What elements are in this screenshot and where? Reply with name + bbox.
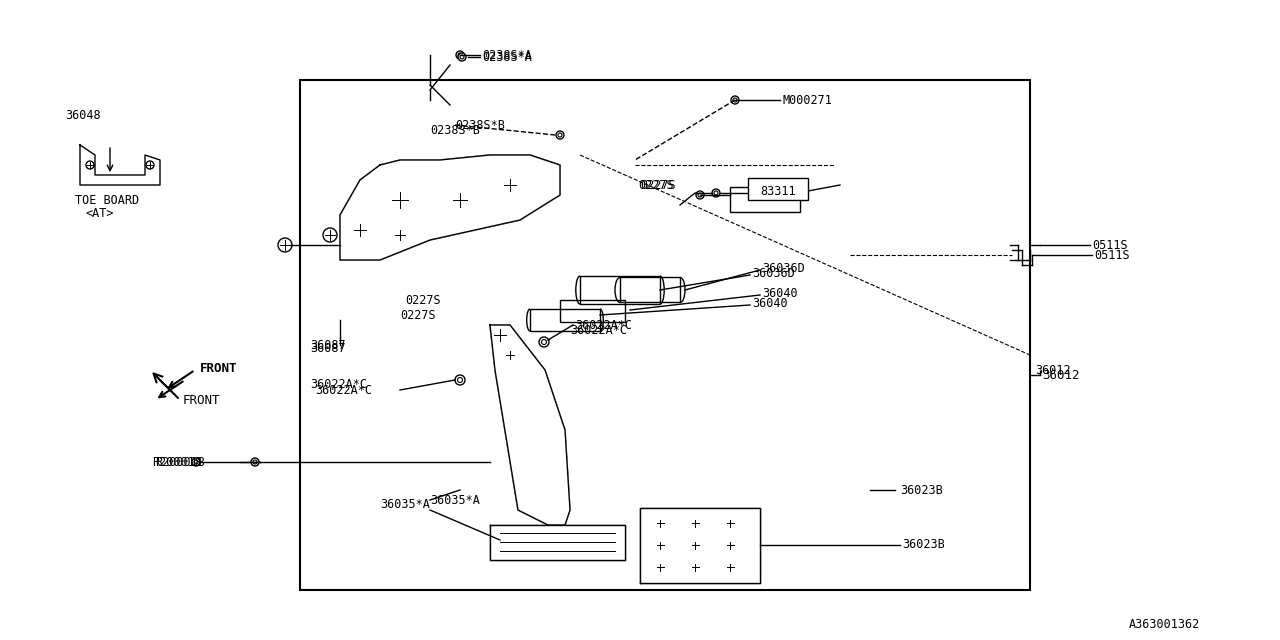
Circle shape xyxy=(456,51,465,59)
Text: M000271: M000271 xyxy=(782,93,832,106)
Text: 36035*A: 36035*A xyxy=(430,493,480,506)
Text: 36040: 36040 xyxy=(762,287,797,300)
Text: 0227S: 0227S xyxy=(640,179,676,191)
Text: 0238S*B: 0238S*B xyxy=(454,118,504,131)
Text: 83311: 83311 xyxy=(748,189,783,202)
Text: 36035*A: 36035*A xyxy=(380,499,430,511)
Text: 36023B: 36023B xyxy=(902,538,945,552)
Bar xyxy=(490,525,625,560)
Text: 0238S*A: 0238S*A xyxy=(483,51,532,63)
Text: R200018: R200018 xyxy=(155,456,205,468)
Bar xyxy=(620,277,680,302)
Text: 36022A*C: 36022A*C xyxy=(575,319,632,332)
Circle shape xyxy=(712,189,721,197)
Bar xyxy=(748,178,808,200)
Text: 36022A*C: 36022A*C xyxy=(310,378,367,392)
Bar xyxy=(561,300,625,322)
Text: 36048: 36048 xyxy=(65,109,101,122)
Circle shape xyxy=(733,98,737,102)
Bar xyxy=(640,508,760,583)
Circle shape xyxy=(251,458,259,466)
Circle shape xyxy=(253,460,257,464)
Text: 36023B: 36023B xyxy=(900,483,943,497)
Text: <AT>: <AT> xyxy=(84,207,114,220)
Text: 36040: 36040 xyxy=(753,296,787,310)
Circle shape xyxy=(558,133,562,137)
Text: TOE BOARD: TOE BOARD xyxy=(76,193,140,207)
Circle shape xyxy=(458,53,462,57)
Circle shape xyxy=(195,460,198,464)
Text: 0227S: 0227S xyxy=(637,179,673,191)
Text: 36036D: 36036D xyxy=(753,266,795,280)
Circle shape xyxy=(458,53,466,61)
Circle shape xyxy=(539,337,549,347)
Text: 36022A*C: 36022A*C xyxy=(570,323,627,337)
Text: 0227S: 0227S xyxy=(401,308,435,321)
Circle shape xyxy=(454,375,465,385)
Circle shape xyxy=(457,378,462,383)
Text: 0227S: 0227S xyxy=(404,294,440,307)
Text: 36087: 36087 xyxy=(310,342,346,355)
Circle shape xyxy=(698,193,701,197)
Circle shape xyxy=(714,191,718,195)
Text: A363001362: A363001362 xyxy=(1129,618,1201,632)
Circle shape xyxy=(460,55,465,59)
Polygon shape xyxy=(340,155,561,260)
Polygon shape xyxy=(640,508,760,583)
Text: 0511S: 0511S xyxy=(1092,239,1128,252)
Text: R200018: R200018 xyxy=(152,456,202,468)
Circle shape xyxy=(192,458,200,466)
Polygon shape xyxy=(490,325,570,525)
Bar xyxy=(580,276,660,304)
Text: 0511S: 0511S xyxy=(1094,248,1130,262)
Text: 36036D: 36036D xyxy=(762,262,805,275)
Bar xyxy=(300,80,1030,590)
Polygon shape xyxy=(490,525,625,560)
Text: 0238S*A: 0238S*A xyxy=(483,49,532,61)
Text: 83311: 83311 xyxy=(760,184,796,198)
Text: FRONT: FRONT xyxy=(183,394,220,406)
Text: 0238S*B: 0238S*B xyxy=(430,124,480,136)
Bar xyxy=(530,309,600,331)
Circle shape xyxy=(731,96,739,104)
Circle shape xyxy=(696,191,704,199)
Text: 36012: 36012 xyxy=(1036,364,1070,376)
Text: FRONT: FRONT xyxy=(200,362,238,374)
Text: 36087: 36087 xyxy=(310,339,346,351)
Circle shape xyxy=(541,339,547,344)
Text: 36012: 36012 xyxy=(1042,369,1079,381)
Bar xyxy=(730,187,800,212)
Text: 36022A*C: 36022A*C xyxy=(315,383,372,397)
Circle shape xyxy=(556,131,564,139)
